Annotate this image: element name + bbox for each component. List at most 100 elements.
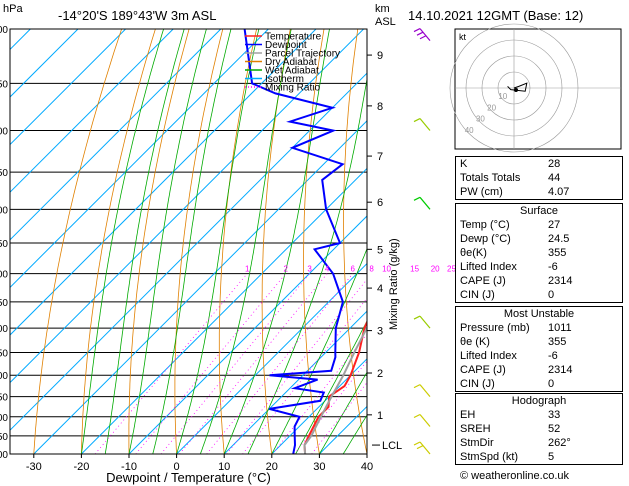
index-row-pw: PW (cm) 4.07 xyxy=(456,185,622,199)
legend-label: Isotherm xyxy=(265,74,304,85)
index-label: PW (cm) xyxy=(460,186,503,198)
mixing-ratio-label: 8 xyxy=(369,265,374,274)
isotherm-line xyxy=(176,262,367,454)
isotherm-line xyxy=(223,310,367,454)
isotherm-line xyxy=(10,29,174,193)
mixing-ratio-line xyxy=(160,273,310,454)
surface-title: Surface xyxy=(520,205,558,217)
wind-barb xyxy=(413,441,431,455)
isotherm-line xyxy=(128,215,367,454)
pressure-tick-label: 750 xyxy=(0,348,8,359)
legend-label: Temperature xyxy=(265,32,322,43)
km-tick-label: 1 xyxy=(377,410,383,422)
km-tick-label: 4 xyxy=(377,283,383,295)
legend-label: Wet Adiabat xyxy=(265,66,319,77)
datetime-label: 14.10.2021 12GMT (Base: 12) xyxy=(408,8,584,23)
hodograph-ring-label: 40 xyxy=(465,126,474,135)
isotherm-line xyxy=(81,167,367,454)
mixing-ratio-label: 6 xyxy=(351,265,356,274)
wet-adiabat xyxy=(295,320,367,454)
mixing-ratio-line xyxy=(206,273,354,454)
surface-value: 355 xyxy=(548,247,567,259)
most-unstable-title: Most Unstable xyxy=(503,308,575,320)
pressure-unit: hPa xyxy=(3,3,23,15)
mu-value: 0 xyxy=(548,378,555,390)
pressure-tick-label: 950 xyxy=(0,432,8,443)
wet-adiabat xyxy=(271,247,367,454)
hodo-label: StmDir xyxy=(460,437,494,449)
surface-value: 27 xyxy=(548,219,561,231)
index-label: K xyxy=(460,158,468,170)
surface-label: CAPE (J) xyxy=(460,275,506,287)
km-tick-label: 2 xyxy=(377,368,383,380)
wind-barb-flag xyxy=(413,315,421,320)
wind-barb-shaft xyxy=(419,28,431,41)
wind-barb-shaft xyxy=(419,414,431,427)
temp-tick-label: -30 xyxy=(26,461,42,473)
wind-barb xyxy=(413,118,431,131)
mixing-ratio-label: 2 xyxy=(284,265,289,274)
surface-value: 0 xyxy=(548,289,555,301)
surface-label: Temp (°C) xyxy=(460,219,510,231)
index-row-tt: Totals Totals 44 xyxy=(456,171,622,185)
mu-label: CAPE (J) xyxy=(460,364,506,376)
hodo-value: 262° xyxy=(548,437,571,449)
mu-label: Lifted Index xyxy=(460,350,517,362)
wind-barb xyxy=(413,384,431,398)
temp-tick-label: -20 xyxy=(73,461,89,473)
surface-value: 2314 xyxy=(548,275,573,287)
mu-value: 1011 xyxy=(548,322,572,334)
legend-label: Parcel Trajectory xyxy=(265,49,340,60)
mixing-ratio-line xyxy=(179,273,328,454)
pressure-tick-label: 650 xyxy=(0,298,8,309)
pressure-tick-label: 900 xyxy=(0,413,8,424)
wind-barb-shaft xyxy=(419,118,431,131)
hodo-value: 5 xyxy=(548,451,555,463)
pressure-tick-label: 700 xyxy=(0,324,8,335)
km-tick-label: 3 xyxy=(377,326,383,338)
hodo-value: 52 xyxy=(548,423,561,435)
isotherm-line xyxy=(10,29,269,289)
hodograph-box: Hodograph EH 33 SREH 52 StmDir 262° StmSpd … xyxy=(455,393,623,465)
pressure-tick-label: 300 xyxy=(0,25,8,36)
temp-tick-label: 0 xyxy=(174,461,180,473)
index-value: 4.07 xyxy=(548,186,570,198)
mixing-ratio-label: 1 xyxy=(245,265,250,274)
mixing-ratio-line xyxy=(242,297,367,454)
mixing-ratio-line xyxy=(94,273,248,454)
x-axis-label: Dewpoint / Temperature (°C) xyxy=(106,470,271,485)
legend-label: Mixing Ratio xyxy=(265,83,320,94)
hodograph-unit: kt xyxy=(459,32,467,42)
wet-adiabat xyxy=(128,29,207,454)
wind-barb-flag xyxy=(413,28,421,33)
dry-adiabat xyxy=(174,29,224,454)
indices-box: K 28 Totals Totals 44 PW (cm) 4.07 xyxy=(455,156,623,200)
mixing-ratio-label: 4 xyxy=(325,265,330,274)
pressure-tick-label: 850 xyxy=(0,393,8,404)
km-tick-label: 5 xyxy=(377,244,383,256)
hodograph-ring-label: 20 xyxy=(487,103,496,112)
mixing-ratio-label: 25 xyxy=(447,265,456,274)
wind-barb-flag xyxy=(419,35,427,40)
isotherm-line xyxy=(10,29,222,241)
mixing-ratio-line xyxy=(135,273,287,454)
km-tick-label: 8 xyxy=(377,101,383,113)
dry-adiabat xyxy=(81,29,156,454)
temp-tick-label: 30 xyxy=(313,461,325,473)
copyright: © weatheronline.co.uk xyxy=(460,470,570,482)
dry-adiabat xyxy=(218,29,257,454)
lcl-label: LCL xyxy=(382,440,402,452)
dry-adiabat xyxy=(343,29,367,454)
pressure-tick-label: 350 xyxy=(0,79,8,90)
location-label: -14°20'S 189°43'W 3m ASL xyxy=(58,8,217,23)
index-label: Totals Totals xyxy=(460,172,521,184)
mixing-ratio-axis-label: Mixing Ratio (g/kg) xyxy=(388,238,400,330)
wind-barb xyxy=(413,28,431,41)
hodograph-ring-label: 30 xyxy=(476,115,485,124)
pressure-tick-label: 450 xyxy=(0,168,8,179)
index-value: 44 xyxy=(548,172,561,184)
km-tick-label: 7 xyxy=(377,151,383,163)
wind-barb-shaft xyxy=(419,196,431,210)
mixing-ratio-label: 20 xyxy=(431,265,440,274)
